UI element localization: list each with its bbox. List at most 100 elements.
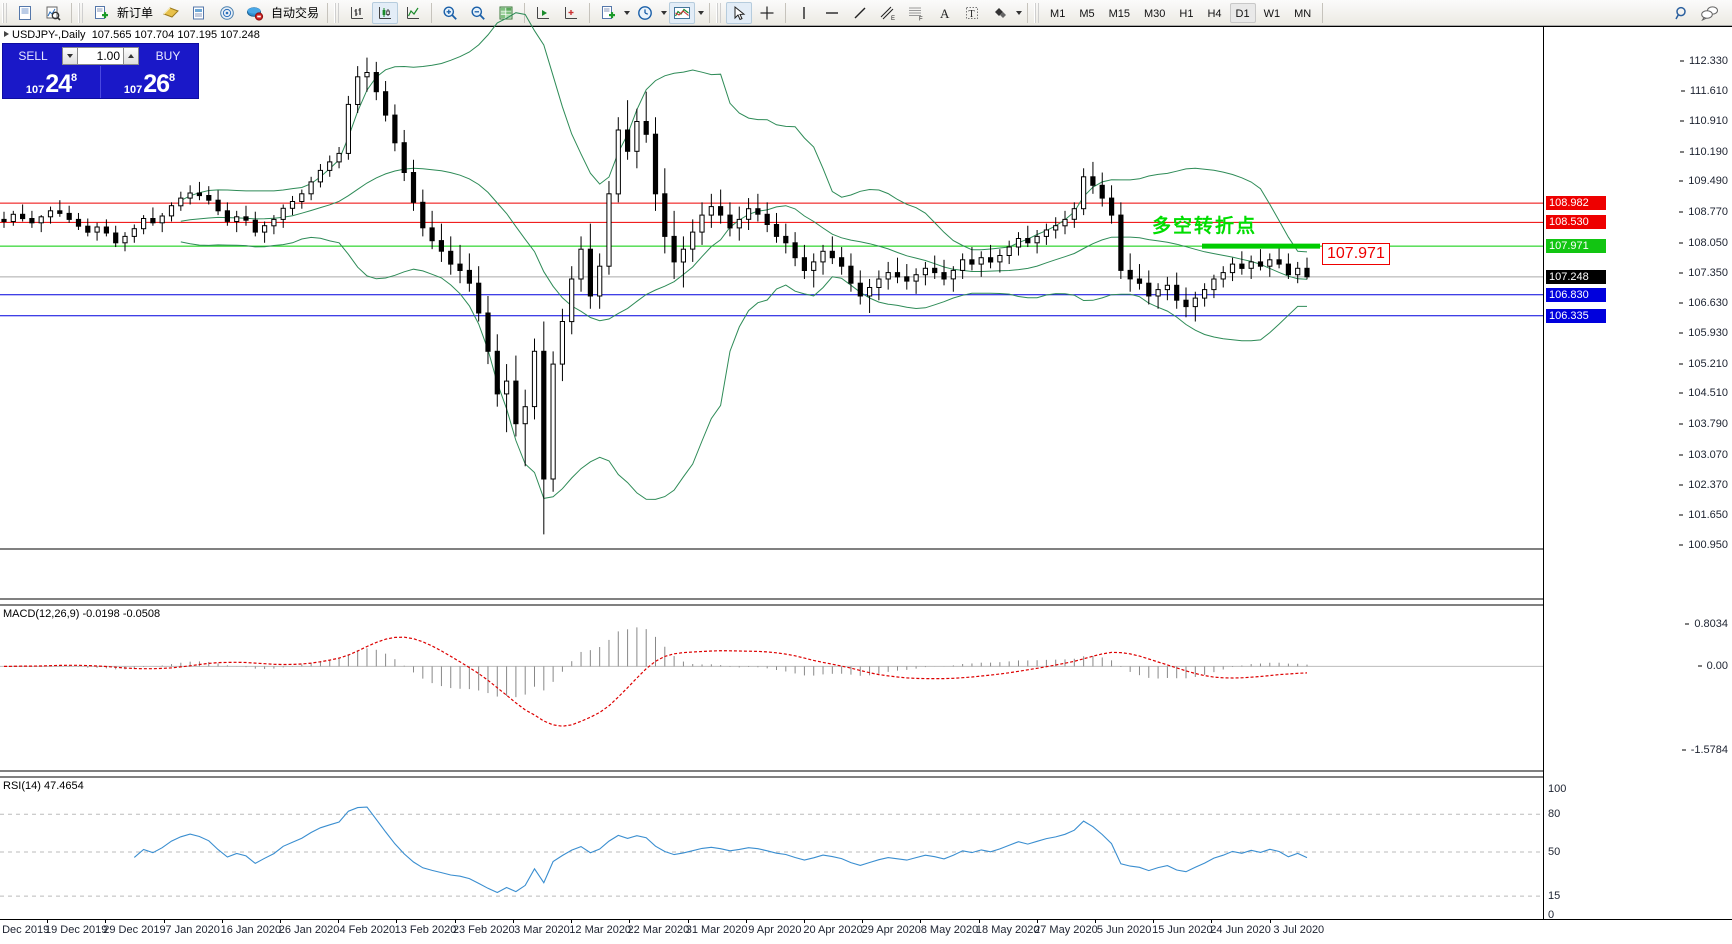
sell-button[interactable]: SELL [18,49,48,63]
line-chart-icon[interactable] [400,2,426,24]
fibonacci-icon[interactable]: F [903,2,929,24]
template-icon[interactable] [595,2,621,24]
time-tick-label: 20 Apr 2020 [803,924,863,936]
time-tick-mark [1036,920,1038,923]
vertical-line-icon[interactable] [791,2,817,24]
indicators-icon[interactable] [669,1,696,24]
timeframe-m30[interactable]: M30 [1144,7,1166,20]
volume-stepper[interactable]: 1.00 [62,47,139,65]
price-level-badge[interactable]: 106.335 [1546,308,1606,323]
candlestick-chart-icon[interactable] [372,1,399,24]
time-tick-mark [47,920,49,923]
templates-combo[interactable] [594,2,631,24]
sell-price-main: 24 [45,70,72,98]
time-tick-mark [512,920,514,923]
template-dropdown-caret[interactable] [622,2,631,24]
new-chart-icon[interactable] [12,2,38,24]
price-level-badge[interactable]: 106.830 [1546,287,1606,302]
strategy-tester-icon[interactable] [186,2,212,24]
period-combo[interactable] [631,2,668,24]
price-level-badge[interactable]: 108.530 [1546,215,1606,230]
trendline-icon[interactable] [847,2,873,24]
text-label-icon[interactable]: T [959,2,985,24]
price-label-tag[interactable]: 107.971 [1322,243,1390,265]
new-order-label[interactable]: 新订单 [117,5,154,20]
crosshair-icon[interactable] [754,2,780,24]
volume-input[interactable]: 1.00 [78,47,123,65]
signals-icon[interactable] [214,2,240,24]
plot-area[interactable]: 多空转折点 107.971 MACD(12,26,9) -0.0198 -0.0… [0,12,1543,919]
rsi-tick-label: 0 [1548,909,1555,921]
toolbar-separator-5 [589,2,591,23]
collapse-triangle-icon[interactable] [4,31,9,37]
time-tick-mark [163,920,165,923]
clock-icon[interactable] [632,2,658,24]
time-tick-mark [571,920,573,923]
time-tick-label: 16 Jan 2020 [220,924,282,936]
timeframe-h4[interactable]: H4 [1207,7,1222,20]
auto-scroll-icon[interactable] [558,2,584,24]
history-center-icon[interactable] [158,2,184,24]
one-click-trading-panel[interactable]: SELL 1.00 BUY 107 24 8 107 26 8 [2,43,199,99]
toolbar-grip[interactable] [2,2,9,23]
price-tick-label: 112.330 [1680,55,1728,67]
price-tick-label: 100.950 [1679,539,1728,551]
timeframe-w1[interactable]: W1 [1263,7,1281,20]
chart-annotation-text[interactable]: 多空转折点 [1152,215,1258,237]
data-window-icon[interactable] [493,2,519,24]
equidistant-channel-icon[interactable]: E [875,2,901,24]
toolbar-separator-9 [1322,2,1324,23]
arrows-combo[interactable] [986,2,1023,24]
timeframe-h1[interactable]: H1 [1179,7,1194,20]
buy-price[interactable]: 107 26 8 [101,66,198,98]
timeframe-d1[interactable]: D1 [1229,2,1256,23]
toolbar-grip-2[interactable] [78,2,85,23]
search-icon[interactable] [1669,2,1695,24]
time-tick-mark [920,920,922,923]
auto-trading-icon[interactable] [242,2,268,24]
zoom-out-icon[interactable] [465,2,491,24]
shift-end-icon[interactable] [530,2,556,24]
time-tick-label: 10 Dec 2019 [0,924,50,936]
indicators-combo[interactable] [668,1,705,24]
horizontal-line-icon[interactable] [819,2,845,24]
toolbar-grip-5[interactable] [1034,2,1042,23]
toolbar-grip-4[interactable] [716,2,724,23]
price-axis[interactable]: 112.330 111.610 110.910 110.190 109.490 108.9… [1543,27,1732,921]
toolbar-grip-3[interactable] [334,2,342,23]
text-icon[interactable]: A [931,2,957,24]
cursor-icon[interactable] [726,1,753,24]
timeframe-m1[interactable]: M1 [1050,7,1066,20]
time-tick-label: 29 Dec 2019 [103,924,166,936]
macd-indicator-label: MACD(12,26,9) -0.0198 -0.0508 [3,608,161,620]
price-tick-label: 106.630 [1679,297,1728,309]
price-level-badge[interactable]: 107.248 [1546,269,1606,284]
chat-icon[interactable] [1697,2,1723,24]
arrows-icon[interactable] [987,2,1013,24]
volume-increment-button[interactable] [123,47,139,65]
toolbar-separator-7 [785,2,787,23]
price-level-badge[interactable]: 108.982 [1546,196,1606,211]
buy-button[interactable]: BUY [155,49,181,63]
volume-decrement-button[interactable] [62,47,78,65]
bar-chart-icon[interactable] [344,2,370,24]
toolbar-separator-6 [709,2,711,23]
price-tick-label: 105.210 [1679,358,1728,370]
arrows-dropdown-caret[interactable] [1014,2,1023,24]
indicators-dropdown-caret[interactable] [696,2,705,24]
time-tick-label: 19 Dec 2019 [45,924,108,936]
period-dropdown-caret[interactable] [659,2,668,24]
price-tick-label: 110.910 [1680,115,1728,127]
timeframe-m5[interactable]: M5 [1079,7,1095,20]
market-watch-icon[interactable] [40,2,66,24]
rsi-tick-label: 50 [1548,846,1561,858]
timeframe-m15[interactable]: M15 [1108,7,1130,20]
new-order-icon[interactable] [88,2,114,24]
chart-window[interactable]: USDJPY-,Daily 107.565 107.704 107.195 10… [0,12,1732,944]
auto-trading-label[interactable]: 自动交易 [271,5,320,20]
timeframe-mn[interactable]: MN [1294,7,1312,20]
sell-price[interactable]: 107 24 8 [3,66,100,98]
zoom-in-icon[interactable] [437,2,463,24]
price-level-badge[interactable]: 107.971 [1546,239,1606,254]
